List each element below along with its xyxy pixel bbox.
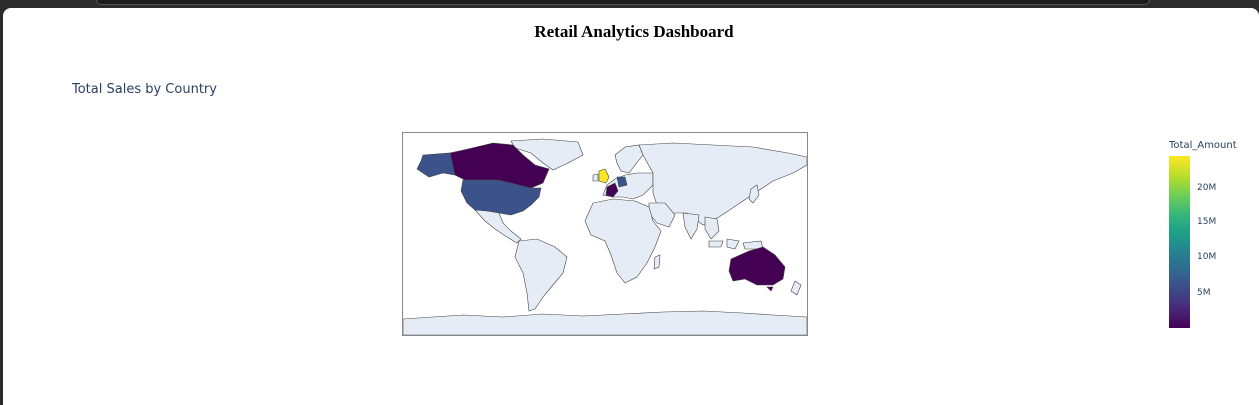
region-greenland[interactable] xyxy=(510,138,584,171)
colorbar-tick: 15M xyxy=(1197,217,1217,227)
dashboard-title: Retail Analytics Dashboard xyxy=(534,22,734,41)
colorbar-title: Total_Amount xyxy=(1169,140,1237,151)
colorbar xyxy=(1169,156,1190,328)
region-africa[interactable] xyxy=(584,198,662,284)
world-map-svg xyxy=(403,138,807,335)
dashboard-page: Retail Analytics Dashboard Total Sales b… xyxy=(3,8,1259,405)
chart-title: Total Sales by Country xyxy=(72,82,217,97)
region-united-kingdom[interactable] xyxy=(598,168,610,184)
colorbar-tick: 10M xyxy=(1197,252,1217,262)
colorbar-tick: 20M xyxy=(1197,183,1217,193)
region-germany[interactable] xyxy=(616,176,628,188)
region-france[interactable] xyxy=(605,182,619,198)
browser-top-bar xyxy=(96,0,1150,5)
region-antarctica[interactable] xyxy=(403,310,807,335)
region-australia[interactable] xyxy=(728,246,786,286)
choropleth-map[interactable] xyxy=(402,132,808,336)
region-south-america[interactable] xyxy=(514,238,568,312)
region-united-states[interactable] xyxy=(460,179,542,216)
region-alaska[interactable] xyxy=(416,152,456,178)
colorbar-tick: 5M xyxy=(1197,288,1211,298)
